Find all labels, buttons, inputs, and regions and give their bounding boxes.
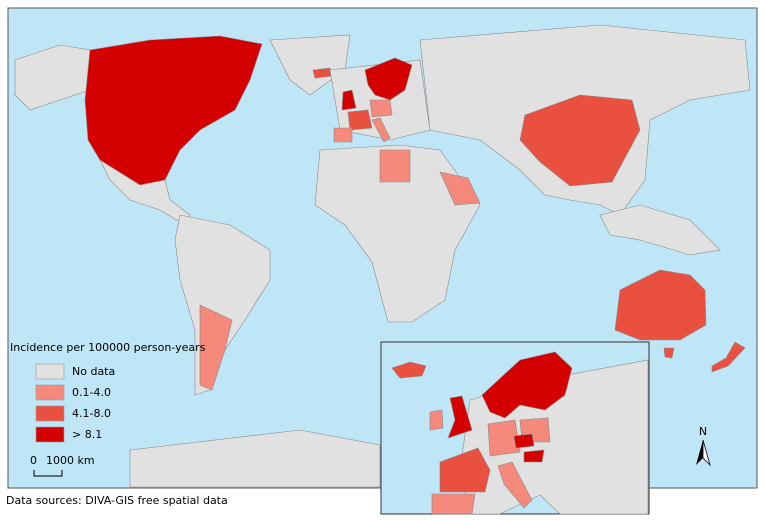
north-arrow-right [702,439,711,467]
argentina [199,304,233,391]
inset-italy [497,461,533,509]
tasmania [663,347,675,359]
spain [333,127,353,143]
inset-germany [487,419,521,457]
legend-swatch [35,426,65,443]
alaska [14,44,91,111]
legend-swatch [35,363,65,380]
legend-title: Incidence per 100000 person-years [10,341,206,354]
world-map [14,24,751,488]
australia [614,269,707,341]
legend-swatch [35,405,65,422]
scale-bar-line [33,470,63,477]
north-label: N [699,425,707,438]
legend-label: 4.1-8.0 [72,407,111,420]
usa-canada [84,35,263,186]
inset-scandinavia [481,351,573,419]
legend-label: 0.1-4.0 [72,386,111,399]
antarctica [129,429,381,488]
greenland [269,34,351,96]
source-note: Data sources: DIVA-GIS free spatial data [6,494,228,507]
inset-ireland [429,409,444,431]
china [519,94,641,187]
africa [314,144,481,323]
italy [371,117,391,143]
southeast-asia [599,204,721,256]
legend: No data 0.1-4.0 4.1-8.0 > 8.1 [35,363,115,443]
iceland [312,67,333,79]
legend-label: No data [72,365,115,378]
north-arrow: N [696,425,711,467]
germany [369,99,393,118]
saudi-arabia [439,171,481,206]
inset-france [439,447,491,493]
france [347,109,373,131]
europe-inset [391,351,649,515]
scandinavia [364,57,413,101]
inset-czechia [513,433,535,449]
uk [341,89,357,111]
scale-label: 1000 km [46,454,95,467]
inset-iceland [391,361,427,379]
new-zealand [711,341,746,373]
legend-swatch [35,384,65,401]
legend-label: > 8.1 [72,428,102,441]
libya [379,149,411,183]
inset-uk [447,395,473,439]
inset-hungary [523,449,545,463]
scale-zero: 0 [30,454,37,467]
inset-spain [431,493,476,515]
north-arrow-left [696,440,703,465]
scale-bar: 0 1000 km [30,454,95,477]
